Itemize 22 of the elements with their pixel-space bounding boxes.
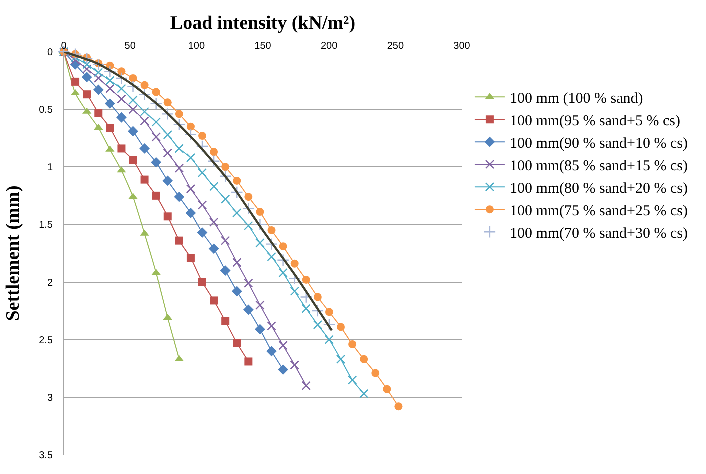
y-tick-label: 0.5 <box>39 105 54 116</box>
y-tick-label: 2 <box>47 278 54 289</box>
legend-label: 100 mm(70 % sand+30 % cs) <box>510 226 688 242</box>
x-tick-label: 200 <box>320 41 338 52</box>
y-tick-label: 3.5 <box>39 450 54 462</box>
x-tick-label: 100 <box>188 41 206 52</box>
legend-label: 100 mm (100 % sand) <box>510 90 644 107</box>
x-tick-label: 50 <box>124 41 136 52</box>
y-tick-label: 1.5 <box>39 220 54 232</box>
y-tick-label: 1 <box>47 162 54 174</box>
x-tick-label: 300 <box>454 41 471 52</box>
y-tick-label: 3 <box>47 392 54 404</box>
legend-label: 100 mm(90 % sand+10 % cs) <box>510 136 688 152</box>
x-tick-label: 250 <box>387 41 404 52</box>
x-tick-label: 150 <box>254 41 272 52</box>
y-tick-label: 2.5 <box>39 335 54 346</box>
y-axis-title: Settlement (mm) <box>2 186 24 322</box>
legend-label: 100 mm(75 % sand+25 % cs) <box>510 203 688 220</box>
legend-label: 100 mm(85 % sand+15 % cs) <box>510 158 688 174</box>
x-axis-title: Load intensity (kN/m²) <box>170 12 356 34</box>
legend-label: 100 mm(80 % sand+20 % cs) <box>510 180 688 197</box>
legend-label: 100 mm(95 % sand+5 % cs) <box>510 113 680 130</box>
